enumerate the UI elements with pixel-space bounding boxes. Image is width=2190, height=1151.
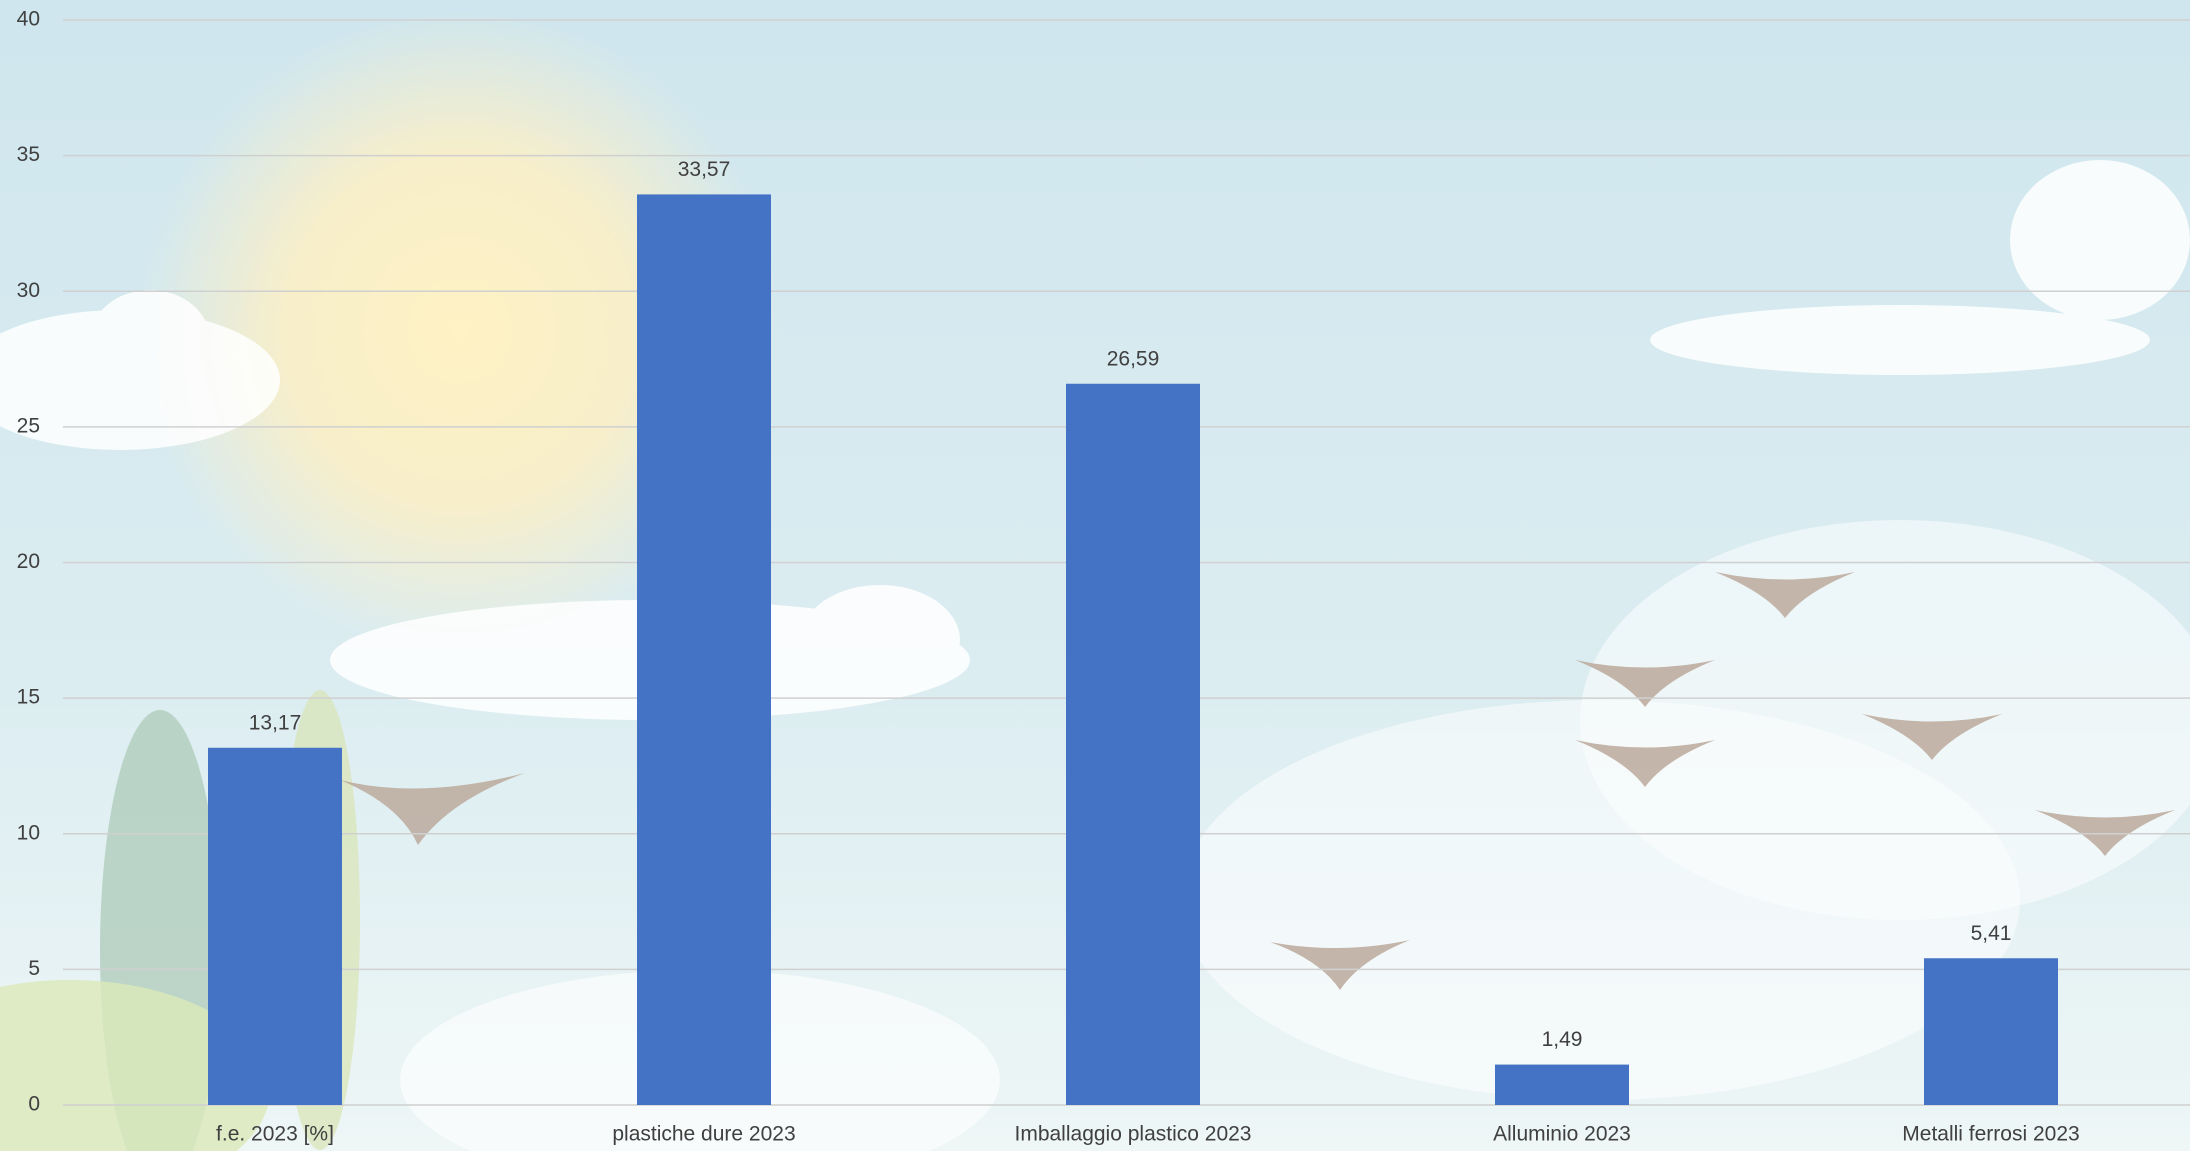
bar: [1924, 958, 2058, 1105]
value-label: 26,59: [1107, 347, 1160, 370]
bar: [637, 194, 771, 1105]
x-tick-label: Alluminio 2023: [1493, 1123, 1631, 1146]
value-label: 33,57: [678, 158, 731, 181]
page: 0 5 10 15 20 25 30 35 40 f.e. 2023 [%] 13,17 plasti…: [0, 0, 2190, 1151]
y-tick-label: 0: [28, 1093, 40, 1116]
y-tick-label: 40: [17, 8, 40, 31]
x-tick-label: Metalli ferrosi 2023: [1902, 1123, 2079, 1146]
x-tick-label: Imballaggio plastico 2023: [1015, 1123, 1252, 1146]
x-tick-label: plastiche dure 2023: [612, 1123, 795, 1146]
y-tick-label: 15: [17, 686, 40, 709]
y-tick-label: 35: [17, 143, 40, 166]
value-label: 1,49: [1542, 1028, 1583, 1051]
y-tick-label: 30: [17, 279, 40, 302]
chart: 0 5 10 15 20 25 30 35 40 f.e. 2023 [%] 13,17 plasti…: [0, 0, 2190, 1151]
bar: [1495, 1065, 1629, 1105]
bar: [1066, 384, 1200, 1105]
y-tick-label: 20: [17, 550, 40, 573]
y-tick-label: 25: [17, 414, 40, 437]
y-tick-label: 10: [17, 821, 40, 844]
x-tick-label: f.e. 2023 [%]: [216, 1123, 334, 1146]
value-label: 5,41: [1971, 922, 2012, 945]
value-label: 13,17: [249, 711, 302, 734]
bar: [208, 748, 342, 1105]
y-tick-label: 5: [28, 957, 40, 980]
